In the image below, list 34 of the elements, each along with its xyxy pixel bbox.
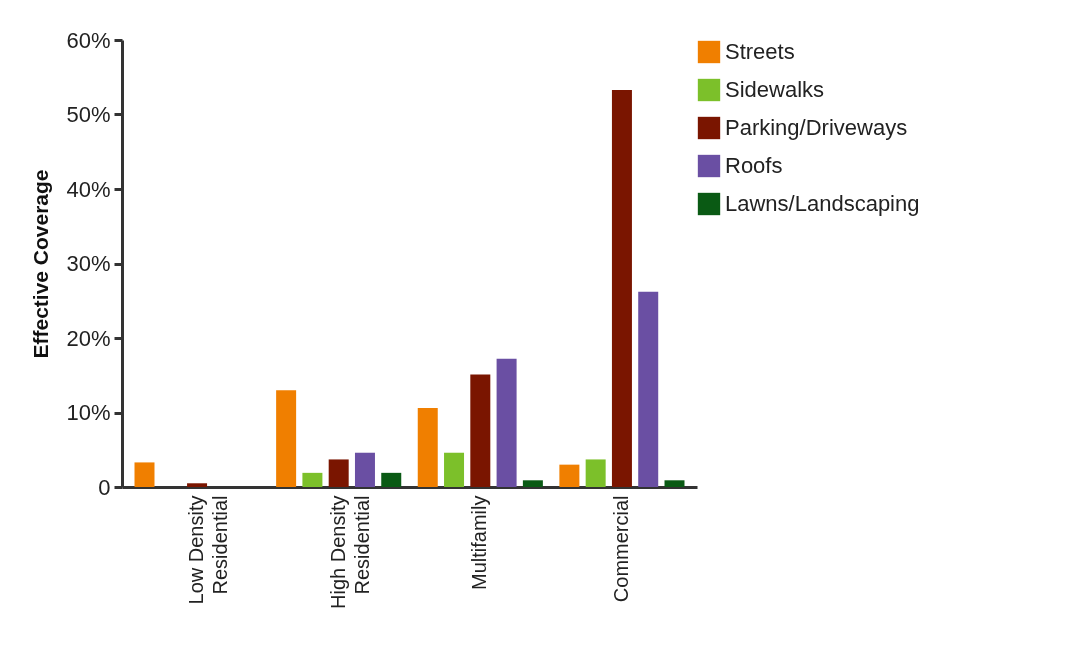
- bar: [611, 89, 632, 487]
- y-tick-label: 0: [98, 474, 111, 500]
- y-axis-title: Effective Coverage: [29, 169, 53, 359]
- legend-label: Streets: [725, 39, 795, 64]
- bar: [522, 480, 543, 487]
- bar: [585, 459, 606, 487]
- bar: [134, 462, 155, 487]
- y-tick-label: 20%: [66, 325, 111, 351]
- bar: [302, 472, 323, 487]
- bar: [354, 452, 375, 487]
- bar: [328, 459, 349, 487]
- y-tick-label: 50%: [66, 102, 111, 127]
- y-tick-label: 10%: [66, 400, 111, 425]
- x-tick-label: Multifamily: [468, 495, 491, 590]
- x-tick-label: High Density Residential: [326, 495, 373, 609]
- legend-label: Lawns/Landscaping: [725, 191, 920, 216]
- y-tick-label: 30%: [66, 251, 111, 276]
- bar: [664, 480, 685, 487]
- bar: [559, 464, 580, 487]
- legend-label: Parking/Driveways: [725, 115, 908, 140]
- bar: [638, 291, 659, 487]
- bar: [444, 452, 465, 487]
- y-tick-label: 60%: [66, 27, 111, 53]
- legend-label: Roofs: [725, 153, 783, 178]
- x-tick-label: Commercial: [609, 495, 632, 603]
- bar: [496, 358, 517, 487]
- bar: [276, 390, 297, 487]
- bar: [381, 472, 402, 487]
- bar: [470, 374, 491, 487]
- bar: [187, 483, 208, 487]
- bar: [417, 408, 438, 487]
- x-tick-label: Low Density Residential: [185, 495, 232, 605]
- legend-label: Sidewalks: [725, 77, 825, 102]
- y-tick-label: 40%: [66, 176, 111, 202]
